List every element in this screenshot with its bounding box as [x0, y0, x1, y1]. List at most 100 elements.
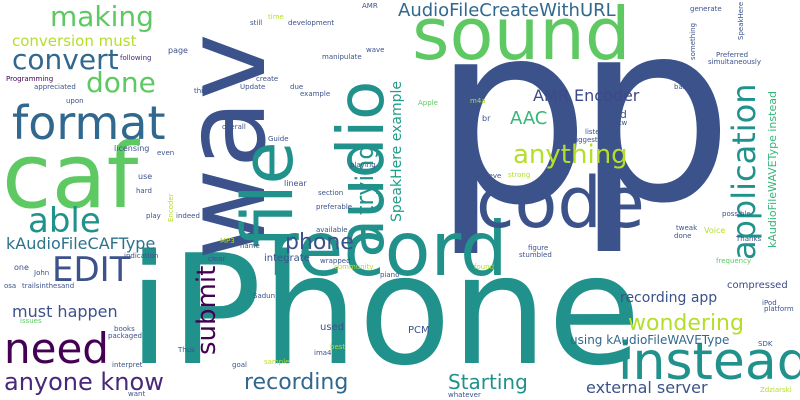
word-trying: trying: [351, 144, 379, 215]
word-m4a: m4a: [470, 97, 486, 105]
word-used: used: [320, 322, 345, 333]
word-audiofilecreatewithurl: AudioFileCreateWithURL: [398, 0, 616, 21]
word-edit: EDIT: [52, 250, 131, 290]
word-appreciated: appreciated: [34, 83, 76, 91]
word-create: create: [256, 75, 279, 83]
word-trailsinthesand: trailsinthesand: [22, 282, 75, 290]
word-instead: instead: [618, 332, 800, 392]
word-caf: caf: [2, 124, 139, 229]
word-indication: indication: [124, 252, 159, 260]
word-available: available: [316, 226, 348, 234]
word-stumbled: stumbled: [519, 251, 552, 259]
word-page: page: [168, 46, 188, 55]
word-overall: overall: [222, 123, 246, 131]
word-simultaneously: simultaneously: [708, 58, 762, 66]
word-upon: upon: [66, 97, 84, 105]
word-found: found: [474, 263, 495, 271]
word-update: Update: [240, 83, 266, 91]
word-iphone: iPhone: [128, 222, 642, 399]
word-piano: piano: [380, 271, 400, 279]
word-btw: Btw: [614, 119, 628, 127]
word-speakhere-example: SpeakHere example: [389, 81, 405, 222]
word-strong: strong: [508, 171, 531, 179]
word-community: community: [334, 263, 374, 271]
word-still: still: [250, 19, 263, 27]
word-even: even: [157, 149, 175, 157]
word-thanks: Thanks: [736, 235, 762, 243]
word-speakhere-small: SpeakHere: [737, 1, 745, 40]
word-exist: exist: [656, 69, 673, 77]
word-linear: linear: [284, 179, 307, 188]
word-done-large: done: [86, 66, 156, 99]
word-playing: playing: [350, 161, 376, 169]
word-programming: Programming: [6, 75, 54, 83]
word-need: need: [4, 324, 109, 373]
word-best: best: [330, 343, 346, 351]
word-amr-small: AMR: [362, 2, 378, 10]
word-br: br: [482, 114, 491, 123]
word-one: one: [14, 263, 29, 272]
word-preferable: preferable: [316, 203, 353, 211]
word-kaudiofilecaftype: kAudioFileCAFType: [6, 234, 156, 253]
word-example: example: [300, 90, 331, 98]
word-done-small: done: [674, 232, 692, 240]
word-play: play: [146, 212, 161, 220]
word-voice: Voice: [704, 226, 726, 235]
word-find: find: [606, 108, 627, 121]
word-aac: AAC: [510, 108, 548, 129]
word-figure: figure: [528, 244, 549, 252]
word-want: want: [128, 390, 146, 398]
word-achieve: achieve: [474, 172, 502, 180]
word-suggestions: suggestions: [570, 136, 612, 144]
word-development: development: [288, 19, 335, 27]
word-format: format: [12, 96, 166, 150]
word-p-large-2: p: [575, 0, 734, 258]
word-something: something: [689, 22, 697, 60]
word-due: due: [290, 83, 304, 91]
word-convert: convert: [12, 43, 119, 76]
word-following: following: [120, 54, 152, 62]
word-wrapped: wrapped: [320, 257, 351, 265]
word-external-server: external server: [586, 378, 708, 397]
word-p-large-1: p: [432, 0, 591, 260]
word-tone: tone: [600, 74, 616, 82]
word-john: John: [34, 269, 50, 277]
word-whatever: whatever: [448, 391, 481, 399]
word-platform: platform: [764, 305, 794, 313]
word-time: time: [268, 13, 284, 21]
word-packaged: packaged: [108, 332, 142, 340]
word-sdk: SDK: [758, 340, 773, 348]
word-tweak: tweak: [676, 224, 698, 232]
word-sadun: Sadun: [253, 292, 276, 300]
word-kaudiofilewavetype-instead: kAudioFileWAVEType instead: [766, 91, 779, 248]
word-wondering: wondering: [628, 311, 744, 336]
word-ima4: ima4: [314, 349, 332, 357]
word-frequency: frequency: [716, 257, 752, 265]
word-clear: clear: [208, 255, 226, 263]
word-wave: wave: [366, 46, 385, 54]
word-code: code: [476, 162, 645, 244]
word-apple: Apple: [418, 99, 438, 107]
word-amr-encoder: AMR Encoder: [533, 86, 640, 105]
word-section: section: [318, 189, 344, 197]
word-conversion-must: conversion must: [12, 32, 137, 50]
word-manipulate: manipulate: [322, 53, 362, 61]
word-preferred: Preferred: [716, 51, 749, 59]
word-licensing: licensing: [114, 144, 150, 153]
word-name: name: [240, 242, 260, 250]
word-compressed: compressed: [727, 280, 788, 291]
word-books: books: [114, 325, 135, 333]
word-indeed: indeed: [176, 212, 200, 220]
word-record: record: [268, 205, 508, 293]
word-encoder-small: Encoder: [167, 193, 175, 222]
word-hard: hard: [136, 187, 152, 195]
word-starting: Starting: [448, 370, 528, 394]
word-anything: anything: [513, 140, 628, 170]
word-zdziarski: Zdziarski: [760, 386, 792, 394]
word-thus: Thus: [178, 346, 195, 354]
word-use: use: [138, 172, 153, 181]
word-listed: listed: [585, 128, 605, 136]
word-possible: possible: [722, 210, 751, 218]
word-osa: osa: [4, 282, 17, 290]
